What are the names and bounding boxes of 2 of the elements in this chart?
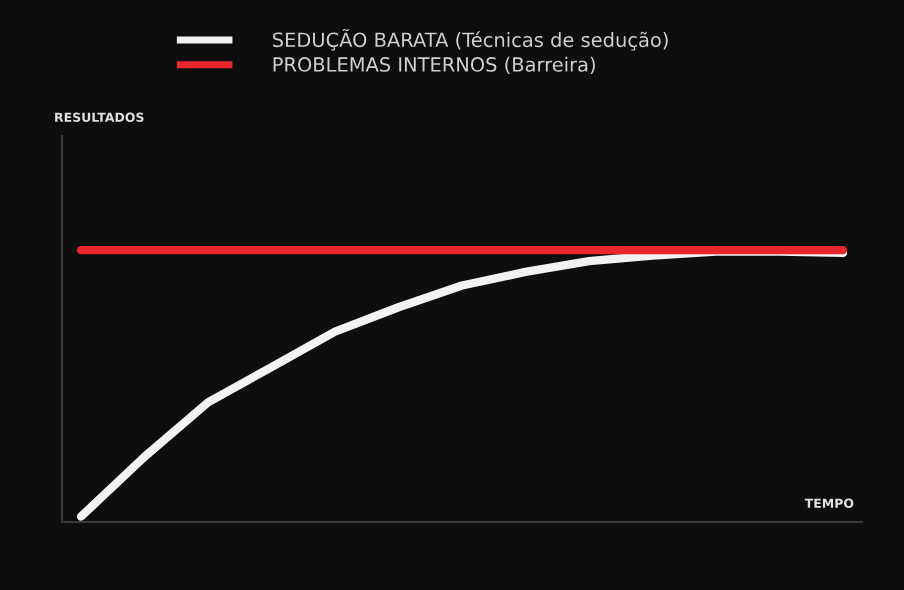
- legend-label: SEDUÇÃO BARATA (Técnicas de sedução): [273, 29, 668, 51]
- legend-label: PROBLEMAS INTERNOS (Barreira): [273, 56, 595, 75]
